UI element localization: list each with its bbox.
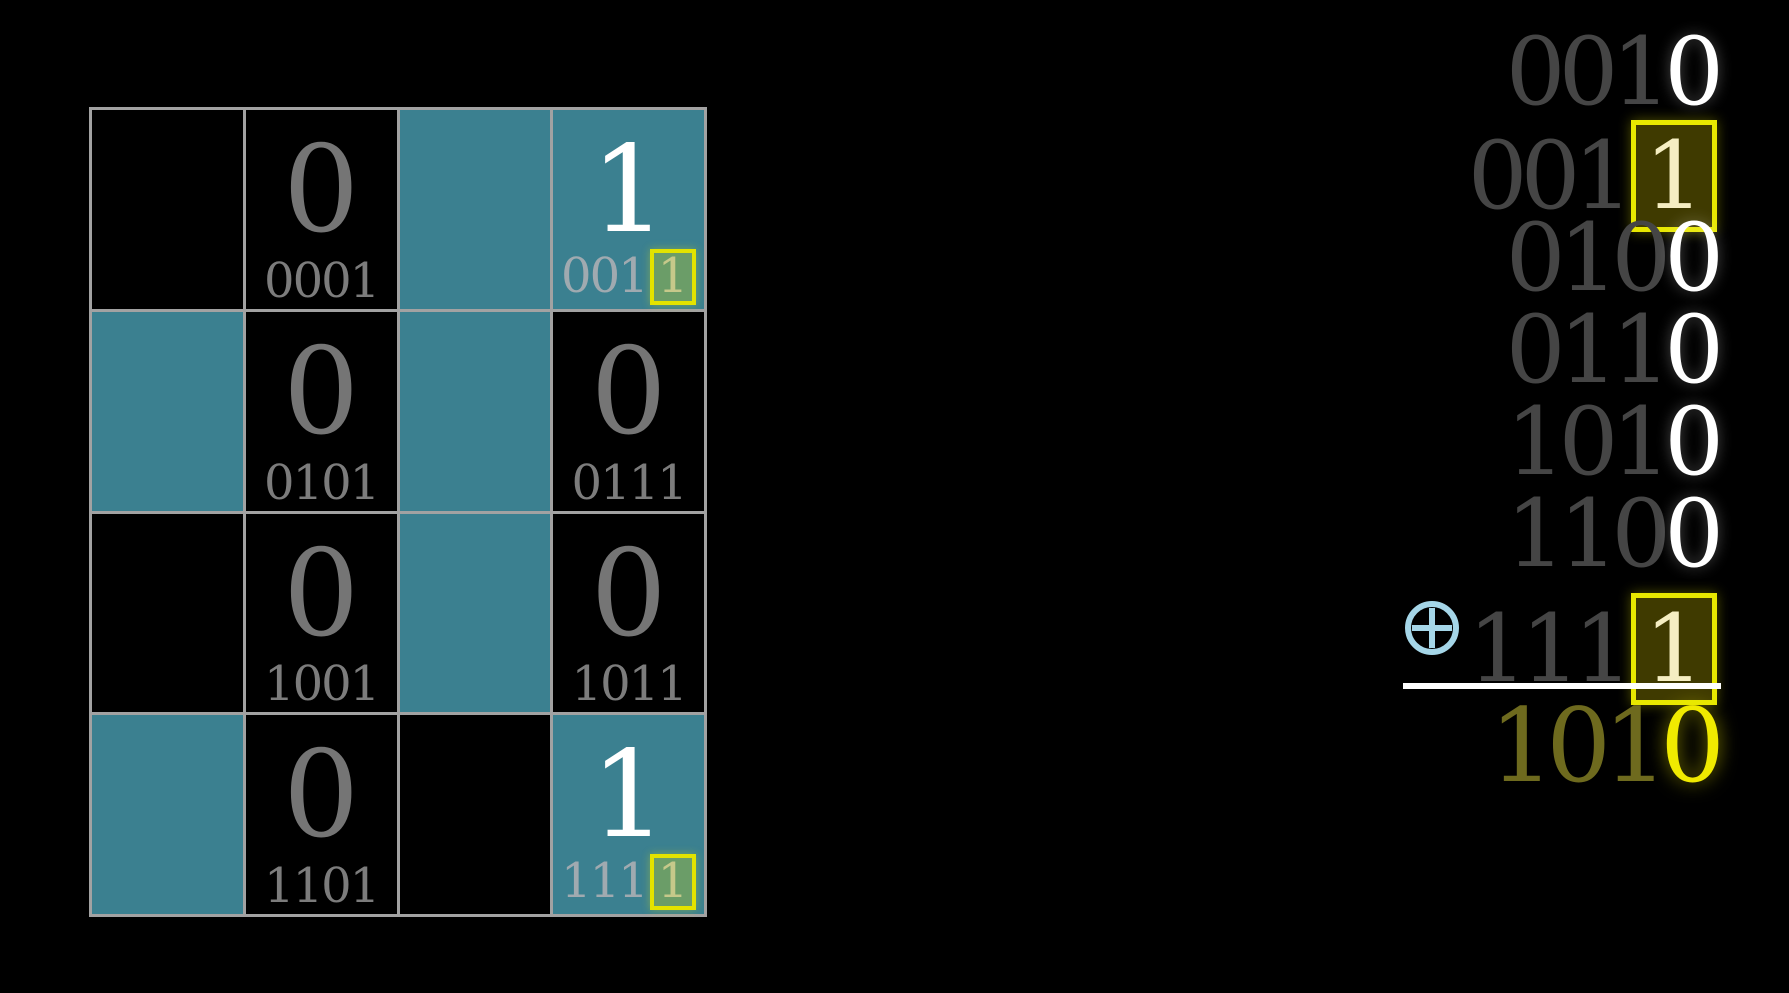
cell-binary-label: 001 1 [553, 247, 704, 305]
label-prefix: 111 [561, 852, 649, 909]
row-last-digit: 0 [1664, 204, 1724, 313]
row-last-digit: 0 [1664, 296, 1724, 405]
row-prefix: 110 [1505, 480, 1671, 589]
grid-cell [92, 110, 243, 309]
grid-cell: 0 1001 [245, 513, 397, 713]
grid-cell: 0 0111 [553, 311, 704, 511]
cell-value: 1 [590, 726, 667, 866]
row-prefix: 010 [1505, 204, 1671, 313]
label-last-digit-highlight: 1 [649, 248, 697, 305]
row-last-digit: 0 [1664, 480, 1724, 589]
cell-value: 0 [282, 524, 360, 664]
binary-grid: 0 0001 1 001 1 0 0101 0 0111 0 1001 0 101… [89, 107, 707, 917]
label-last-digit: 1 [657, 656, 688, 713]
cell-value: 0 [282, 726, 360, 866]
binary-row: 1100 [1506, 488, 1724, 582]
label-last-digit: 1 [657, 454, 688, 511]
result-last-digit: 0 [1660, 687, 1725, 806]
row-prefix: 001 [1505, 18, 1671, 127]
row-last-digit: 0 [1664, 388, 1724, 497]
cell-binary-label: 1001 [246, 660, 397, 708]
row-prefix: 101 [1505, 388, 1671, 497]
row-prefix: 001 [1467, 122, 1633, 231]
grid-cell: 0 1101 [245, 715, 397, 914]
cell-value: 0 [282, 322, 360, 462]
grid-cell [399, 513, 551, 713]
row-last-digit-highlight: 1 [1631, 120, 1717, 232]
cell-value: 1 [590, 121, 667, 260]
grid-cell: 0 0101 [245, 311, 397, 511]
grid-cell: 0 0001 [245, 110, 397, 309]
label-prefix: 011 [571, 454, 660, 511]
cell-value: 0 [282, 121, 360, 260]
grid-cell [399, 110, 551, 309]
grid-cell [399, 715, 551, 914]
label-last-digit-highlight: 1 [649, 853, 697, 910]
cell-binary-label: 1101 [246, 862, 397, 910]
cell-binary-label: 111 1 [553, 852, 704, 910]
binary-row: 1010 [1506, 396, 1724, 490]
label-last-digit: 1 [349, 454, 381, 511]
xor-operator-icon [1405, 601, 1459, 655]
binary-row: 001 1 [1468, 120, 1717, 232]
xor-result-row: 1010 [1489, 696, 1725, 798]
grid-cell: 0 1011 [553, 513, 704, 713]
binary-row: 0100 [1506, 212, 1724, 306]
grid-cell [92, 311, 243, 511]
label-prefix: 101 [571, 656, 660, 713]
binary-row: 0010 [1506, 26, 1724, 120]
label-last-digit: 1 [349, 858, 381, 914]
grid-cell [92, 513, 243, 713]
cell-value: 0 [590, 322, 667, 462]
grid-cell: 1 001 1 [553, 110, 704, 309]
grid-cell [399, 311, 551, 511]
cell-binary-label: 0001 [246, 257, 397, 305]
label-prefix: 000 [264, 252, 352, 309]
row-last-digit: 0 [1664, 18, 1724, 127]
cell-binary-label: 0101 [246, 459, 397, 507]
cell-value: 0 [590, 524, 667, 664]
label-last-digit: 1 [349, 656, 381, 713]
grid-cell [92, 715, 243, 914]
cell-binary-label: 1011 [553, 660, 704, 708]
row-prefix: 011 [1505, 296, 1671, 405]
grid-cell: 1 111 1 [553, 715, 704, 914]
result-prefix: 101 [1489, 687, 1668, 806]
label-prefix: 001 [561, 247, 649, 304]
binary-row: 0110 [1506, 304, 1724, 398]
row-prefix: 111 [1467, 595, 1633, 704]
cell-binary-label: 0111 [553, 459, 704, 507]
label-prefix: 010 [264, 454, 352, 511]
sum-divider-line [1403, 683, 1721, 689]
label-last-digit: 1 [349, 252, 381, 309]
label-prefix: 110 [264, 858, 352, 914]
label-prefix: 100 [264, 656, 352, 713]
